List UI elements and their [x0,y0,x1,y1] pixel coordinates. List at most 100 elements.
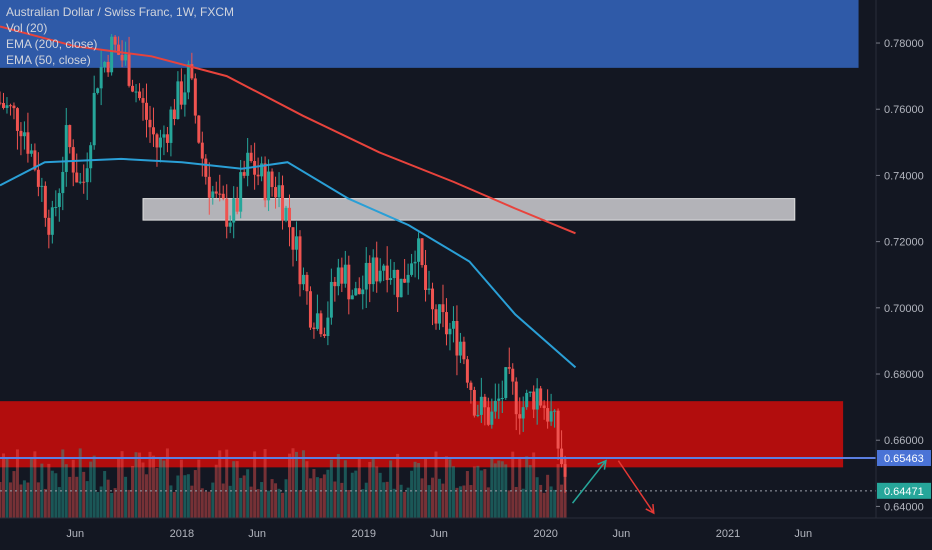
candle-body [186,64,190,93]
y-tick-label: 0.64000 [884,501,924,513]
candle-body [232,198,236,223]
x-tick-label: 2018 [170,528,194,540]
volume-bar [176,475,180,518]
volume-bar [89,461,93,518]
volume-bar [319,478,323,518]
candle-body [469,382,473,390]
candle-body [444,312,448,335]
candle-body [350,295,354,300]
volume-bar [350,472,354,518]
candle-body [326,317,330,337]
volume-bar [298,490,302,518]
volume-bar [172,492,176,518]
candle-body [518,414,522,419]
volume-bar [444,456,448,518]
volume-bar [403,491,407,518]
volume-bar [448,459,452,518]
candle-body [556,410,560,449]
price-tag-last: 0.64471 [884,486,924,498]
candles [0,34,567,493]
volume-bar [246,469,250,518]
candle-body [204,158,208,177]
candle-body [256,174,260,177]
candle-body [560,448,564,465]
candle-body [368,262,372,285]
y-tick-label: 0.78000 [884,38,924,50]
volume-bar [301,450,305,518]
volume-bar [472,466,476,518]
candle-body [165,134,169,143]
candle-body [75,172,79,183]
candle-body [458,341,462,356]
volume-bar [148,451,152,518]
candle-body [71,147,75,173]
price-tag-horizontal-line-bg [877,449,931,466]
volume-bar [235,461,239,518]
volume-bar [476,465,480,518]
volume-bar [71,459,75,518]
candle-body [267,171,271,201]
volume-histogram [0,448,567,518]
candle-body [329,281,333,318]
volume-bar [333,481,337,518]
volume-bar [120,451,124,518]
candle-body [476,414,480,416]
y-axis-panel [876,0,932,550]
volume-bar [225,449,229,518]
candle-body [158,137,162,148]
volume-bar [26,482,30,518]
support-zone [0,401,844,468]
candle-body [5,105,9,108]
volume-bar [312,469,316,518]
candle-body [403,278,407,283]
candle-body [427,288,431,290]
candle-body [549,411,553,422]
candle-body [385,265,389,281]
candle-body [211,191,215,198]
volume-bar [78,448,82,518]
volume-bar [75,476,79,518]
candle-body [270,171,274,188]
candle-body [539,388,543,406]
candle-body [103,61,107,67]
volume-bar [357,457,361,518]
candle-body [169,109,173,143]
volume-bar [270,479,274,518]
candle-body [507,367,511,369]
candle-body [392,269,396,279]
candle-body [315,313,319,329]
volume-bar [263,449,267,518]
candle-body [448,328,452,335]
candle-body [221,193,225,199]
volume-bar [113,488,117,518]
gray-zone [142,198,796,221]
candle-body [490,411,494,425]
volume-bar [389,460,393,518]
price-tag-horizontal-line: 0.65463 [884,453,924,465]
candle-body [36,169,40,187]
volume-bar [396,453,400,518]
candle-body [138,91,142,99]
volume-bar [451,466,455,518]
volume-bar [521,488,525,518]
candle-body [389,278,393,281]
volume-bar [329,459,333,518]
candle-body [193,78,197,116]
candle-body [378,270,382,282]
candle-body [455,320,459,356]
candle-body [179,81,183,105]
volume-bar [378,472,382,518]
candle-body [525,392,529,408]
volume-bar [486,487,490,518]
candle-body [99,66,103,89]
candle-body [263,163,267,201]
candle-body [364,262,368,290]
volume-bar [410,470,414,518]
volume-bar [110,492,114,518]
candle-body [277,185,281,198]
volume-bar [162,460,166,518]
volume-bar [43,488,47,518]
volume-bar [158,457,162,518]
